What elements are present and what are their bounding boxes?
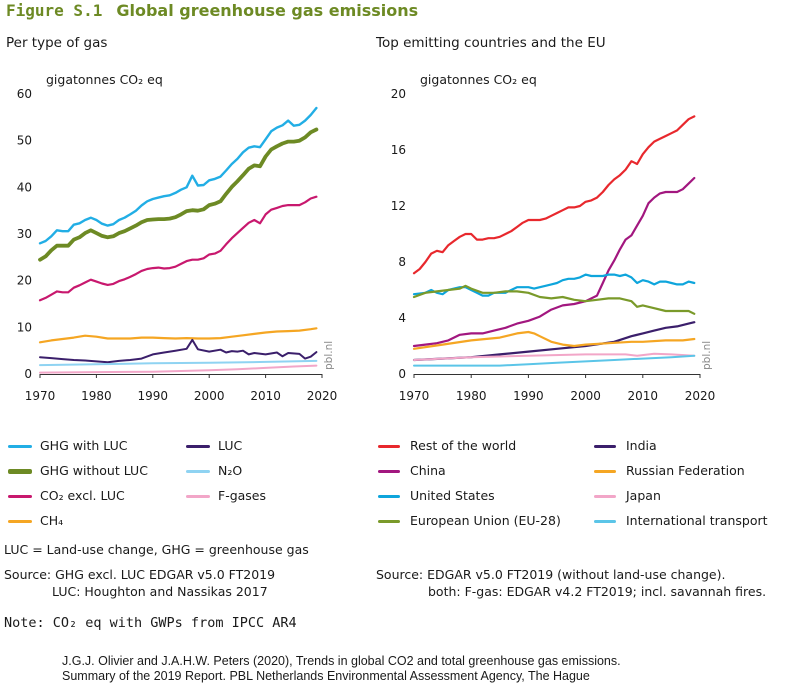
legend-label: Japan [626,488,661,503]
per-gas-series-n-o [39,359,318,367]
legend-swatch [378,470,400,473]
legend-label: Russian Federation [626,463,745,478]
legend-label: F-gases [218,488,267,503]
countries-y-tick-20: 20 [391,87,406,101]
legend-swatch [594,445,616,448]
chart-per-gas: gigatonnes CO₂ eq 0 10 20 30 40 50 60 1970 1980 19… [17,72,338,403]
per-gas-series-ghg-with-luc [38,106,318,245]
abbreviations-note: LUC = Land-use change, GHG = greenhouse … [4,542,309,557]
per-gas-y-axis-label: gigatonnes CO₂ eq [46,72,163,87]
countries-x-tick-1980: 1980 [456,389,487,403]
countries-series-rest-of-the-world [412,115,696,275]
per-gas-x-tick-2000: 2000 [194,389,225,403]
countries-x-tick-2010: 2010 [628,389,659,403]
countries-series-japan [413,352,696,361]
legend-label: China [410,463,446,478]
per-gas-y-tick-20: 20 [17,274,32,288]
per-gas-series-co-excl-luc [38,195,318,302]
legend-label: India [626,438,657,453]
legend-label: CO₂ excl. LUC [40,488,125,503]
legend-swatch [594,495,616,498]
per-gas-y-tick-50: 50 [17,134,32,148]
source-left: Source: GHG excl. LUC EDGAR v5.0 FT2019 [4,567,276,582]
source-right: Source: EDGAR v5.0 FT2019 (without land-… [376,567,726,582]
countries-x-tick-1970: 1970 [399,389,430,403]
per-gas-y-tick-40: 40 [17,180,32,194]
figure-title-text: Global greenhouse gas emissions [116,1,419,20]
per-gas-series-luc [39,338,318,364]
per-gas-series-ch [38,327,318,344]
legend-swatch [378,495,400,498]
legend-label: European Union (EU-28) [410,513,561,528]
figure-title: Figure S.1 Global greenhouse gas emission… [6,1,418,20]
countries-x-tick-2000: 2000 [570,389,601,403]
gwp-note: Note: CO₂ eq with GWPs from IPCC AR4 [4,615,297,631]
countries-y-tick-12: 12 [391,199,406,213]
legend-swatch [8,469,32,474]
legend-swatch [378,520,400,523]
per-gas-series-f-gases [39,364,318,374]
legend-swatch [186,470,210,473]
figure-number: Figure S.1 [6,1,103,20]
countries-y-tick-8: 8 [398,255,406,269]
legend-label: GHG without LUC [40,463,148,478]
countries-series-russian-federation [412,330,696,350]
per-gas-watermark: pbl.nl [323,341,335,370]
per-gas-y-tick-10: 10 [17,320,32,334]
countries-y-axis-label: gigatonnes CO₂ eq [420,72,537,87]
legend-label: GHG with LUC [40,438,128,453]
source-left-luc: LUC: Houghton and Nassikas 2017 [52,584,268,599]
countries-series-international-transport [413,354,696,367]
legend-swatch [8,495,32,498]
countries-watermark: pbl.nl [701,341,713,370]
legend-swatch [186,445,210,448]
legend-label: LUC [218,438,243,453]
legend-swatch [594,470,616,473]
per-gas-y-tick-30: 30 [17,227,32,241]
legend-label: CH₄ [40,513,64,528]
legend-label: United States [410,488,495,503]
legend-label: N₂O [218,463,243,478]
per-gas-x-tick-1970: 1970 [25,389,56,403]
citation-line-1: J.G.J. Olivier and J.A.H.W. Peters (2020… [62,654,621,668]
legend-label: International transport [626,513,768,528]
countries-series-china [412,176,696,348]
countries-y-tick-4: 4 [398,311,406,325]
per-gas-series-ghg-without-luc [38,127,319,262]
per-gas-x-tick-1980: 1980 [81,389,112,403]
legend-swatch [8,445,32,448]
per-gas-x-tick-2010: 2010 [250,389,281,403]
countries-x-tick-2020: 2020 [685,389,716,403]
countries-y-tick-16: 16 [391,143,406,157]
citation-line-2: Summary of the 2019 Report. PBL Netherla… [62,669,590,683]
legend-swatch [186,495,210,498]
countries-series-united-states [412,273,696,297]
legend-swatch [8,520,32,523]
countries-y-tick-0: 0 [398,367,406,381]
countries-x-tick-1990: 1990 [513,389,544,403]
legend-swatch [594,520,616,523]
countries-series-european-union-eu-28 [412,284,696,315]
per-gas-y-tick-60: 60 [17,87,32,101]
source-right-fgas: both: F-gas: EDGAR v4.2 FT2019; incl. sa… [428,584,767,599]
per-gas-y-tick-0: 0 [24,367,32,381]
legend-swatch [378,445,400,448]
legend-label: Rest of the world [410,438,517,453]
left-chart-title: Per type of gas [6,35,108,51]
per-gas-x-tick-2020: 2020 [307,389,338,403]
right-chart-title: Top emitting countries and the EU [376,35,606,51]
chart-top-countries: gigatonnes CO₂ eq 0 4 8 12 16 20 1970 1980 1990 20… [391,72,716,403]
per-gas-x-tick-1990: 1990 [138,389,169,403]
